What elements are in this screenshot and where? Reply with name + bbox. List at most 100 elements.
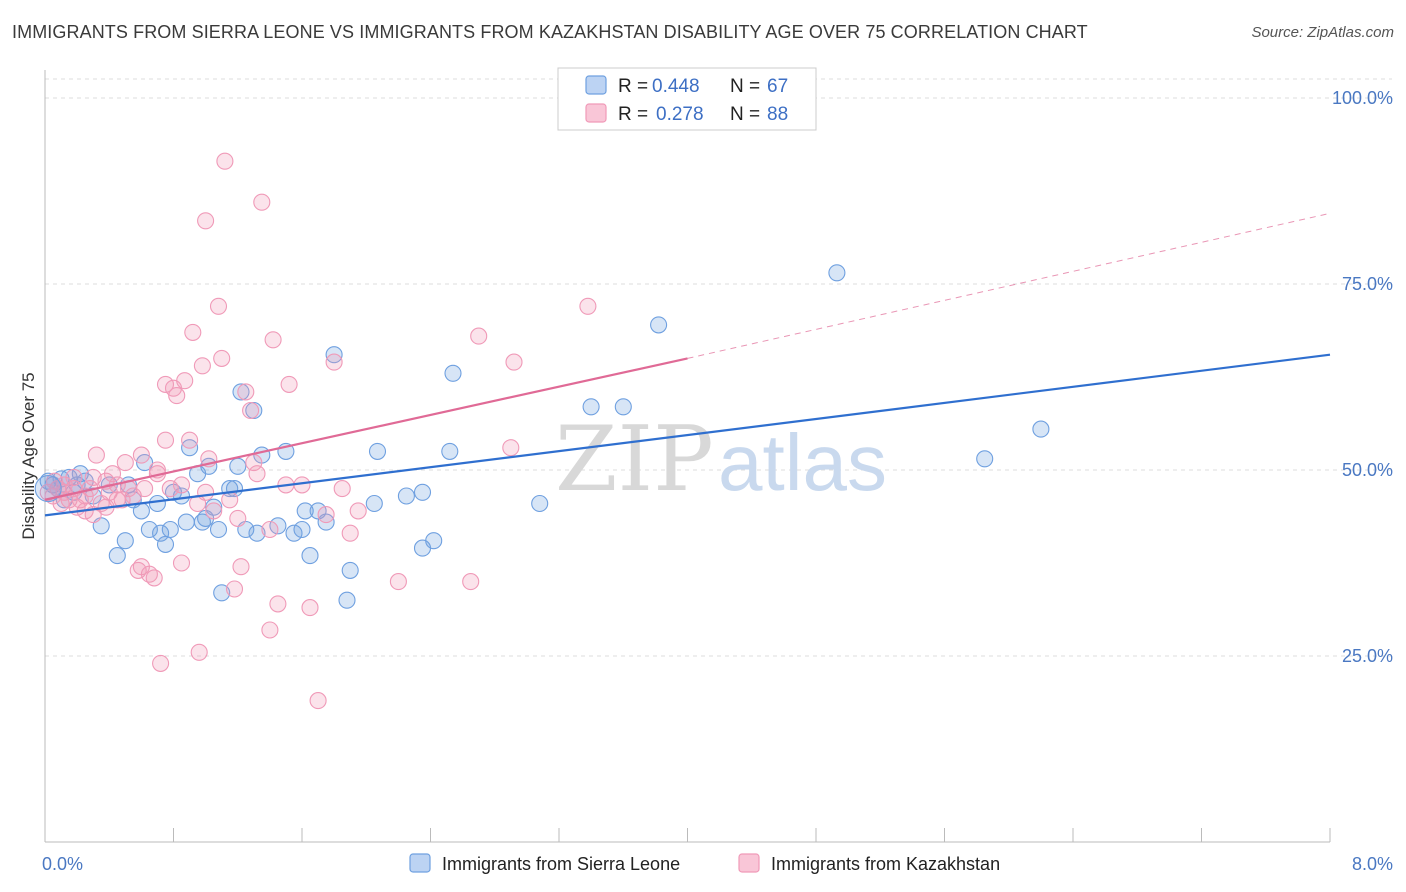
- point-sierra-leone: [156, 535, 175, 553]
- point-kazakhstan: [87, 446, 105, 464]
- legend-r-value: 0.448: [652, 76, 700, 97]
- point-kazakhstan: [197, 212, 215, 230]
- point-kazakhstan: [156, 375, 175, 393]
- bottom-legend: Immigrants from Sierra Leone Immigrants …: [409, 853, 1000, 874]
- trend-line-kazakhstan-extension: [687, 212, 1331, 359]
- point-sierra-leone: [976, 450, 994, 468]
- point-kazakhstan: [181, 431, 199, 449]
- point-sierra-leone: [365, 494, 383, 513]
- point-sierra-leone: [229, 457, 247, 475]
- tick-labels: 25.0% 50.0% 75.0% 100.0% 0.0% 8.0%: [42, 88, 1393, 874]
- point-kazakhstan: [176, 372, 194, 390]
- point-kazakhstan: [470, 327, 488, 345]
- point-kazakhstan: [264, 331, 282, 349]
- chart-source: Source: ZipAtlas.com: [1251, 24, 1394, 41]
- point-kazakhstan: [65, 468, 83, 486]
- point-kazakhstan: [136, 480, 154, 498]
- point-sierra-leone: [828, 264, 846, 282]
- point-sierra-leone: [614, 398, 632, 416]
- bottom-legend-label-sierra-leone: Immigrants from Sierra Leone: [442, 854, 680, 874]
- point-kazakhstan: [103, 465, 122, 483]
- y-tick-label: 25.0%: [1342, 646, 1393, 666]
- point-sierra-leone: [232, 383, 250, 401]
- legend-n-value: 67: [767, 76, 788, 97]
- point-kazakhstan: [232, 558, 250, 576]
- legend-n-label: N =: [730, 104, 760, 125]
- point-sierra-leone: [108, 547, 126, 565]
- point-kazakhstan: [221, 491, 239, 509]
- point-kazakhstan: [190, 643, 208, 661]
- point-sierra-leone: [325, 346, 343, 364]
- y-tick-label: 100.0%: [1332, 88, 1393, 108]
- point-sierra-leone: [248, 524, 266, 542]
- bottom-legend-swatch-sierra-leone: [409, 853, 431, 873]
- point-kazakhstan: [156, 431, 175, 449]
- watermark-atlas: atlas: [718, 418, 887, 507]
- point-kazakhstan: [216, 152, 234, 170]
- point-kazakhstan: [152, 654, 170, 672]
- point-sierra-leone: [338, 591, 356, 609]
- trend-line-sierra-leone: [44, 353, 1331, 517]
- point-sierra-leone: [444, 364, 462, 382]
- point-kazakhstan: [462, 573, 480, 591]
- point-sierra-leone: [148, 494, 166, 513]
- point-sierra-leone: [140, 520, 158, 539]
- legend-box: R = 0.448 N = 67 R = 0.278 N = 88: [557, 67, 817, 131]
- y-tick-label: 50.0%: [1342, 460, 1393, 480]
- trend-lines: [44, 212, 1331, 517]
- chart-title: IMMIGRANTS FROM SIERRA LEONE VS IMMIGRAN…: [12, 22, 1088, 42]
- point-sierra-leone: [116, 532, 134, 550]
- legend-r-label: R =: [618, 76, 648, 97]
- point-sierra-leone: [213, 584, 231, 602]
- point-kazakhstan: [317, 506, 335, 524]
- point-kazakhstan: [229, 509, 247, 527]
- point-kazakhstan: [269, 595, 287, 613]
- point-sierra-leone: [269, 517, 287, 535]
- point-kazakhstan: [242, 401, 260, 420]
- point-sierra-leone: [152, 524, 170, 542]
- y-tick-label: 75.0%: [1342, 274, 1393, 294]
- point-sierra-leone: [177, 513, 195, 531]
- point-kazakhstan: [505, 353, 523, 371]
- point-kazakhstan: [325, 353, 343, 371]
- point-sierra-leone: [209, 520, 228, 539]
- point-kazakhstan: [579, 297, 597, 315]
- point-kazakhstan: [209, 297, 228, 315]
- point-kazakhstan: [349, 502, 367, 520]
- point-sierra-leone: [341, 561, 359, 579]
- point-kazakhstan: [309, 692, 327, 710]
- point-sierra-leone: [132, 502, 150, 520]
- point-sierra-leone: [205, 498, 223, 516]
- point-sierra-leone: [368, 442, 387, 460]
- data-points: [34, 89, 1050, 710]
- point-kazakhstan: [184, 323, 202, 341]
- point-sierra-leone: [296, 502, 314, 520]
- point-kazakhstan: [333, 480, 351, 498]
- legend-n-value: 88: [767, 104, 788, 125]
- point-kazakhstan: [193, 357, 211, 375]
- x-tick-label: 8.0%: [1352, 854, 1393, 874]
- point-sierra-leone: [441, 442, 459, 460]
- point-kazakhstan: [116, 454, 134, 472]
- legend-r-value: 0.278: [656, 104, 704, 125]
- point-sierra-leone: [285, 524, 303, 542]
- bottom-legend-label-kazakhstan: Immigrants from Kazakhstan: [771, 854, 1000, 874]
- point-kazakhstan: [172, 476, 191, 494]
- point-kazakhstan: [145, 569, 163, 587]
- point-sierra-leone: [293, 520, 311, 539]
- axes: [44, 70, 1331, 843]
- point-kazakhstan: [46, 472, 64, 490]
- point-kazakhstan: [248, 465, 266, 483]
- point-kazakhstan: [261, 520, 279, 539]
- point-kazakhstan: [161, 480, 179, 498]
- point-kazakhstan: [341, 524, 359, 542]
- watermark-zip: ZIP: [555, 407, 714, 512]
- point-sierra-leone: [161, 520, 179, 539]
- point-kazakhstan: [132, 446, 150, 464]
- point-kazakhstan: [502, 439, 520, 457]
- legend-n-label: N =: [730, 76, 760, 97]
- y-axis-label: Disability Age Over 75: [19, 372, 38, 539]
- point-kazakhstan: [253, 193, 271, 211]
- point-sierra-leone-large: [34, 475, 62, 503]
